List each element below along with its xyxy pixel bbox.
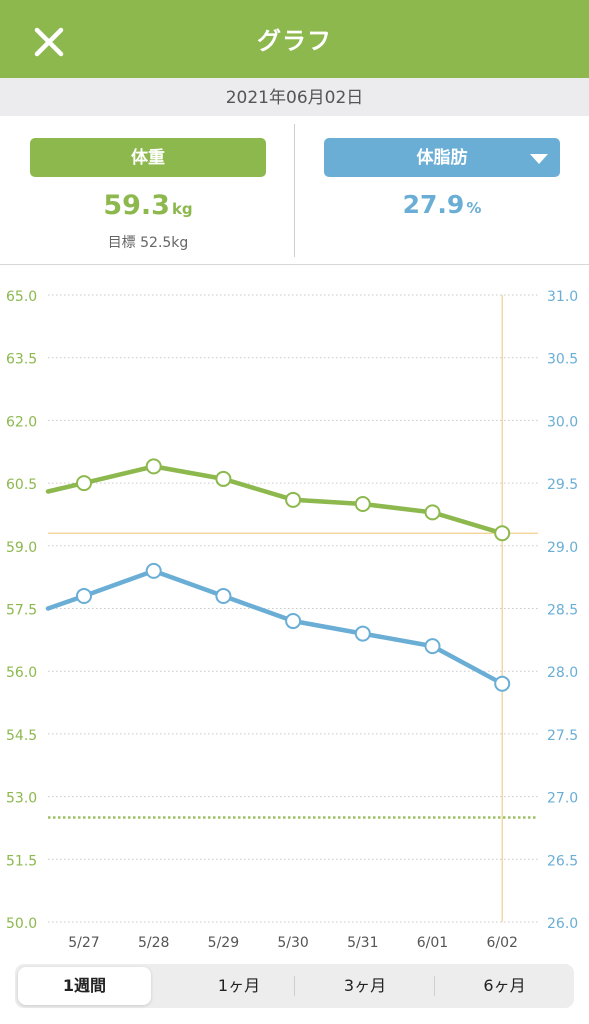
weight-series-line <box>45 464 505 536</box>
body-fat-label: 体脂肪 <box>416 148 468 168</box>
body-fat-data-point <box>76 587 92 604</box>
period-tab-3months[interactable]: 3ヶ月 <box>343 976 387 995</box>
body-fat-data-point <box>145 562 162 579</box>
app-header: グラフ <box>0 0 589 78</box>
close-button[interactable] <box>22 18 76 66</box>
close-icon <box>34 27 64 57</box>
left-axis-tick: 53.0 <box>6 791 37 807</box>
period-separator <box>294 976 295 996</box>
weight-data-point <box>424 504 441 521</box>
x-axis-tick: 5/31 <box>347 935 378 951</box>
period-tab-6months[interactable]: 6ヶ月 <box>483 976 526 995</box>
x-axis-tick: 5/30 <box>277 935 308 951</box>
date-display: 2021年06月02日 <box>0 78 589 116</box>
weight-tab-label: 体重 <box>131 148 165 168</box>
body-fat-select[interactable]: 体脂肪 <box>324 138 560 177</box>
weight-data-point <box>76 475 92 492</box>
body-fat-data-point <box>285 613 302 630</box>
trend-chart[interactable]: 65.0 31.0 63.5 30.5 62.0 30.0 60.5 29.5 59.0 29.0… <box>0 264 589 964</box>
left-axis-tick: 51.5 <box>6 853 37 869</box>
period-selector: 1週間 1ヶ月 3ヶ月 6ヶ月 <box>15 964 574 1008</box>
right-axis-tick: 30.5 <box>547 352 578 368</box>
summary-divider <box>294 124 295 257</box>
right-axis-tick: 27.0 <box>547 791 578 807</box>
page-title: グラフ <box>257 27 332 55</box>
right-axis-tick: 30.0 <box>547 414 578 430</box>
period-tab-1week[interactable]: 1週間 <box>18 967 151 1005</box>
right-axis-tick: 29.0 <box>547 540 578 556</box>
left-axis-tick: 60.5 <box>6 477 37 493</box>
weight-unit: kg <box>171 200 193 218</box>
body-fat-data-point <box>215 587 232 604</box>
body-fat-data-point <box>494 675 511 692</box>
x-axis-tick: 5/28 <box>138 935 169 951</box>
x-axis-tick: 5/29 <box>208 935 239 951</box>
right-axis-tick: 26.0 <box>547 916 578 932</box>
left-axis-tick: 63.5 <box>6 352 37 368</box>
body-fat-unit: % <box>466 199 482 217</box>
body-fat-value: 27.9% <box>402 190 482 219</box>
right-axis-tick: 27.5 <box>547 728 578 744</box>
right-axis-tick: 26.5 <box>547 853 578 869</box>
x-axis-tick: 5/27 <box>68 935 99 951</box>
right-axis-tick: 29.5 <box>547 477 578 493</box>
period-separator <box>434 976 435 996</box>
body-fat-data-point <box>354 625 371 642</box>
weight-data-point <box>215 470 232 487</box>
left-axis-tick: 57.5 <box>6 603 37 619</box>
triangle-down-icon <box>530 154 548 164</box>
left-axis-tick: 56.0 <box>6 665 37 681</box>
left-axis-tick: 54.5 <box>6 728 37 744</box>
right-axis-tick: 28.5 <box>547 603 578 619</box>
left-axis-tick: 62.0 <box>6 414 37 430</box>
weight-data-point <box>145 458 162 475</box>
weight-goal: 目標 52.5kg <box>107 235 189 251</box>
weight-data-point <box>285 491 302 508</box>
right-axis-tick: 31.0 <box>547 289 578 305</box>
left-axis-tick: 59.0 <box>6 540 37 556</box>
weight-data-point <box>494 525 511 542</box>
weight-tab-button[interactable]: 体重 <box>30 138 266 177</box>
x-axis-tick: 6/02 <box>486 935 517 951</box>
summary-panel: 体重 59.3 kg 目標 52.5kg 体脂肪 27.9% <box>0 116 589 265</box>
left-axis-tick: 65.0 <box>6 289 37 305</box>
body-fat-data-point <box>424 638 441 655</box>
left-axis-tick: 50.0 <box>6 916 37 932</box>
body-fat-series-line <box>45 568 505 686</box>
period-tab-1month[interactable]: 1ヶ月 <box>217 976 261 995</box>
weight-value: 59.3 kg <box>103 190 193 221</box>
weight-data-point <box>354 496 371 512</box>
x-axis-tick: 6/01 <box>417 935 448 951</box>
right-axis-tick: 28.0 <box>547 665 578 681</box>
